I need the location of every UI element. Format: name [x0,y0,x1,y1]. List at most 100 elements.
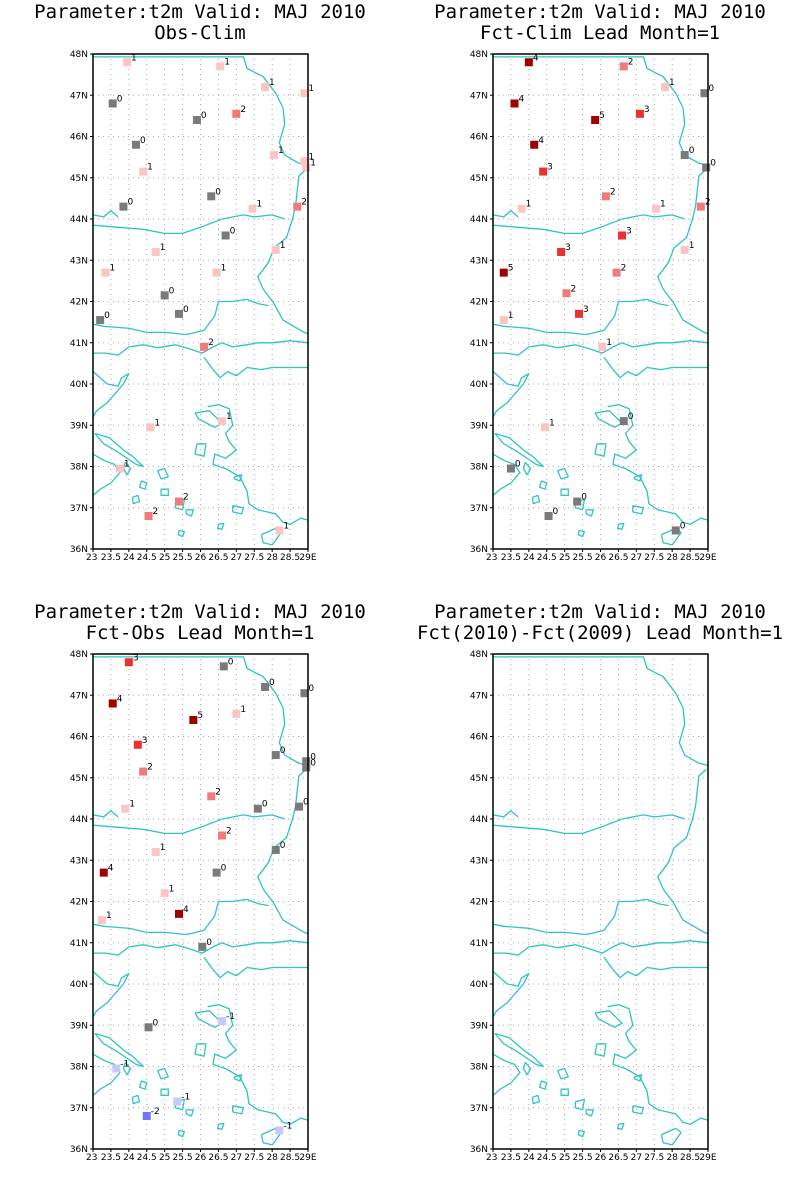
station-value-label: -2 [151,1107,160,1117]
station-marker [300,689,309,698]
coastline [594,1043,607,1057]
lon-tick-label: 24 [523,553,535,563]
station-marker [142,1112,151,1120]
lat-tick-label: 48N [470,650,488,660]
coastline [194,443,207,457]
lat-tick-label: 41N [70,339,88,349]
station-value-label: 0 [303,798,309,808]
station-value-label: -1 [226,1012,235,1022]
coastline [207,1003,309,1125]
station-value-label: 0 [515,460,521,470]
coastline [92,298,269,336]
station-marker [499,268,508,277]
lon-tick-label: 28.5 [680,553,700,563]
lon-tick-label: 28 [266,1153,278,1163]
station-value-label: 1 [106,911,112,921]
lon-tick-label: 23.5 [101,1153,121,1163]
lon-tick-label: 23.5 [501,1153,521,1163]
coastline [531,494,541,505]
coastline [174,1098,186,1111]
station-marker [300,157,309,166]
station-value-label: 0 [183,305,189,315]
station-value-label: 1 [310,158,316,168]
coastline [577,529,586,538]
lat-tick-label: 39N [70,421,88,431]
station-marker [562,289,571,298]
coastline [138,480,148,490]
coastline [607,1003,709,1125]
station-marker [300,89,309,98]
coastline [493,56,709,167]
coastline [617,522,625,530]
lon-tick-label: 27 [631,1153,642,1163]
station-marker [302,163,311,172]
coastline [122,461,132,476]
coastline [493,940,709,956]
station-value-label: 1 [147,163,153,173]
station-marker [198,942,207,951]
lat-tick-label: 45N [470,174,488,184]
station-marker [261,83,269,91]
station-marker [253,804,262,813]
station-marker [295,802,304,811]
coastline [594,443,607,457]
station-value-label: 2 [610,187,616,197]
lat-tick-label: 40N [70,980,88,990]
lat-tick-label: 48N [70,50,88,60]
lon-tick-label: 23 [86,1153,97,1163]
station-marker [702,163,711,172]
station-marker [261,683,269,691]
station-marker [115,464,124,473]
station-marker [139,767,148,776]
station-marker [540,423,549,432]
station-value-label: 5 [197,711,203,721]
lat-tick-label: 36N [470,545,488,555]
coastline [156,1067,169,1080]
coastline [538,480,548,490]
station-value-label: 3 [644,105,650,115]
station-value-label: 1 [160,243,166,253]
station-marker [144,1023,153,1032]
station-value-label: 5 [508,264,514,274]
coastline [203,356,308,379]
station-value-label: 1 [283,521,289,531]
station-marker [232,109,241,118]
lon-tick-label: 26 [195,1153,207,1163]
lat-tick-label: 40N [470,380,488,390]
panel-2-title-line1: Parameter:t2m Valid: MAJ 2010 [434,1,766,23]
station-marker [612,268,621,277]
coastline [92,214,285,235]
station-value-label: 4 [108,864,114,874]
lat-tick-label: 41N [470,939,488,949]
lat-tick-label: 47N [470,91,488,101]
coastline [632,505,645,515]
lon-tick-label: 24.5 [137,1153,157,1163]
station-value-label: 1 [308,84,314,94]
coastline [617,1122,625,1130]
station-value-label: 1 [124,460,130,470]
station-value-label: 0 [689,146,695,156]
station-value-label: 0 [140,136,146,146]
station-value-label: 0 [206,938,212,948]
station-marker [121,804,130,813]
coastline [92,898,269,936]
station-marker [499,316,508,325]
lon-tick-label: 24.5 [537,553,557,563]
lon-tick-label: 24 [123,1153,135,1163]
coastline [560,488,569,497]
station-marker [97,916,106,925]
lon-tick-label: 28.5 [280,553,300,563]
lat-tick-label: 40N [70,380,88,390]
station-value-label: 3 [547,163,553,173]
coastline [560,1088,569,1097]
station-value-label: 5 [599,111,605,121]
station-value-label: 1 [240,705,246,715]
station-value-label: 2 [147,763,153,773]
station-marker [219,662,228,671]
station-marker [618,231,626,240]
coastline [633,1074,643,1082]
lon-tick-label: 23.5 [501,553,521,563]
station-marker [530,140,539,149]
lon-tick-label: 27.5 [244,1153,264,1163]
coastline [233,474,243,482]
